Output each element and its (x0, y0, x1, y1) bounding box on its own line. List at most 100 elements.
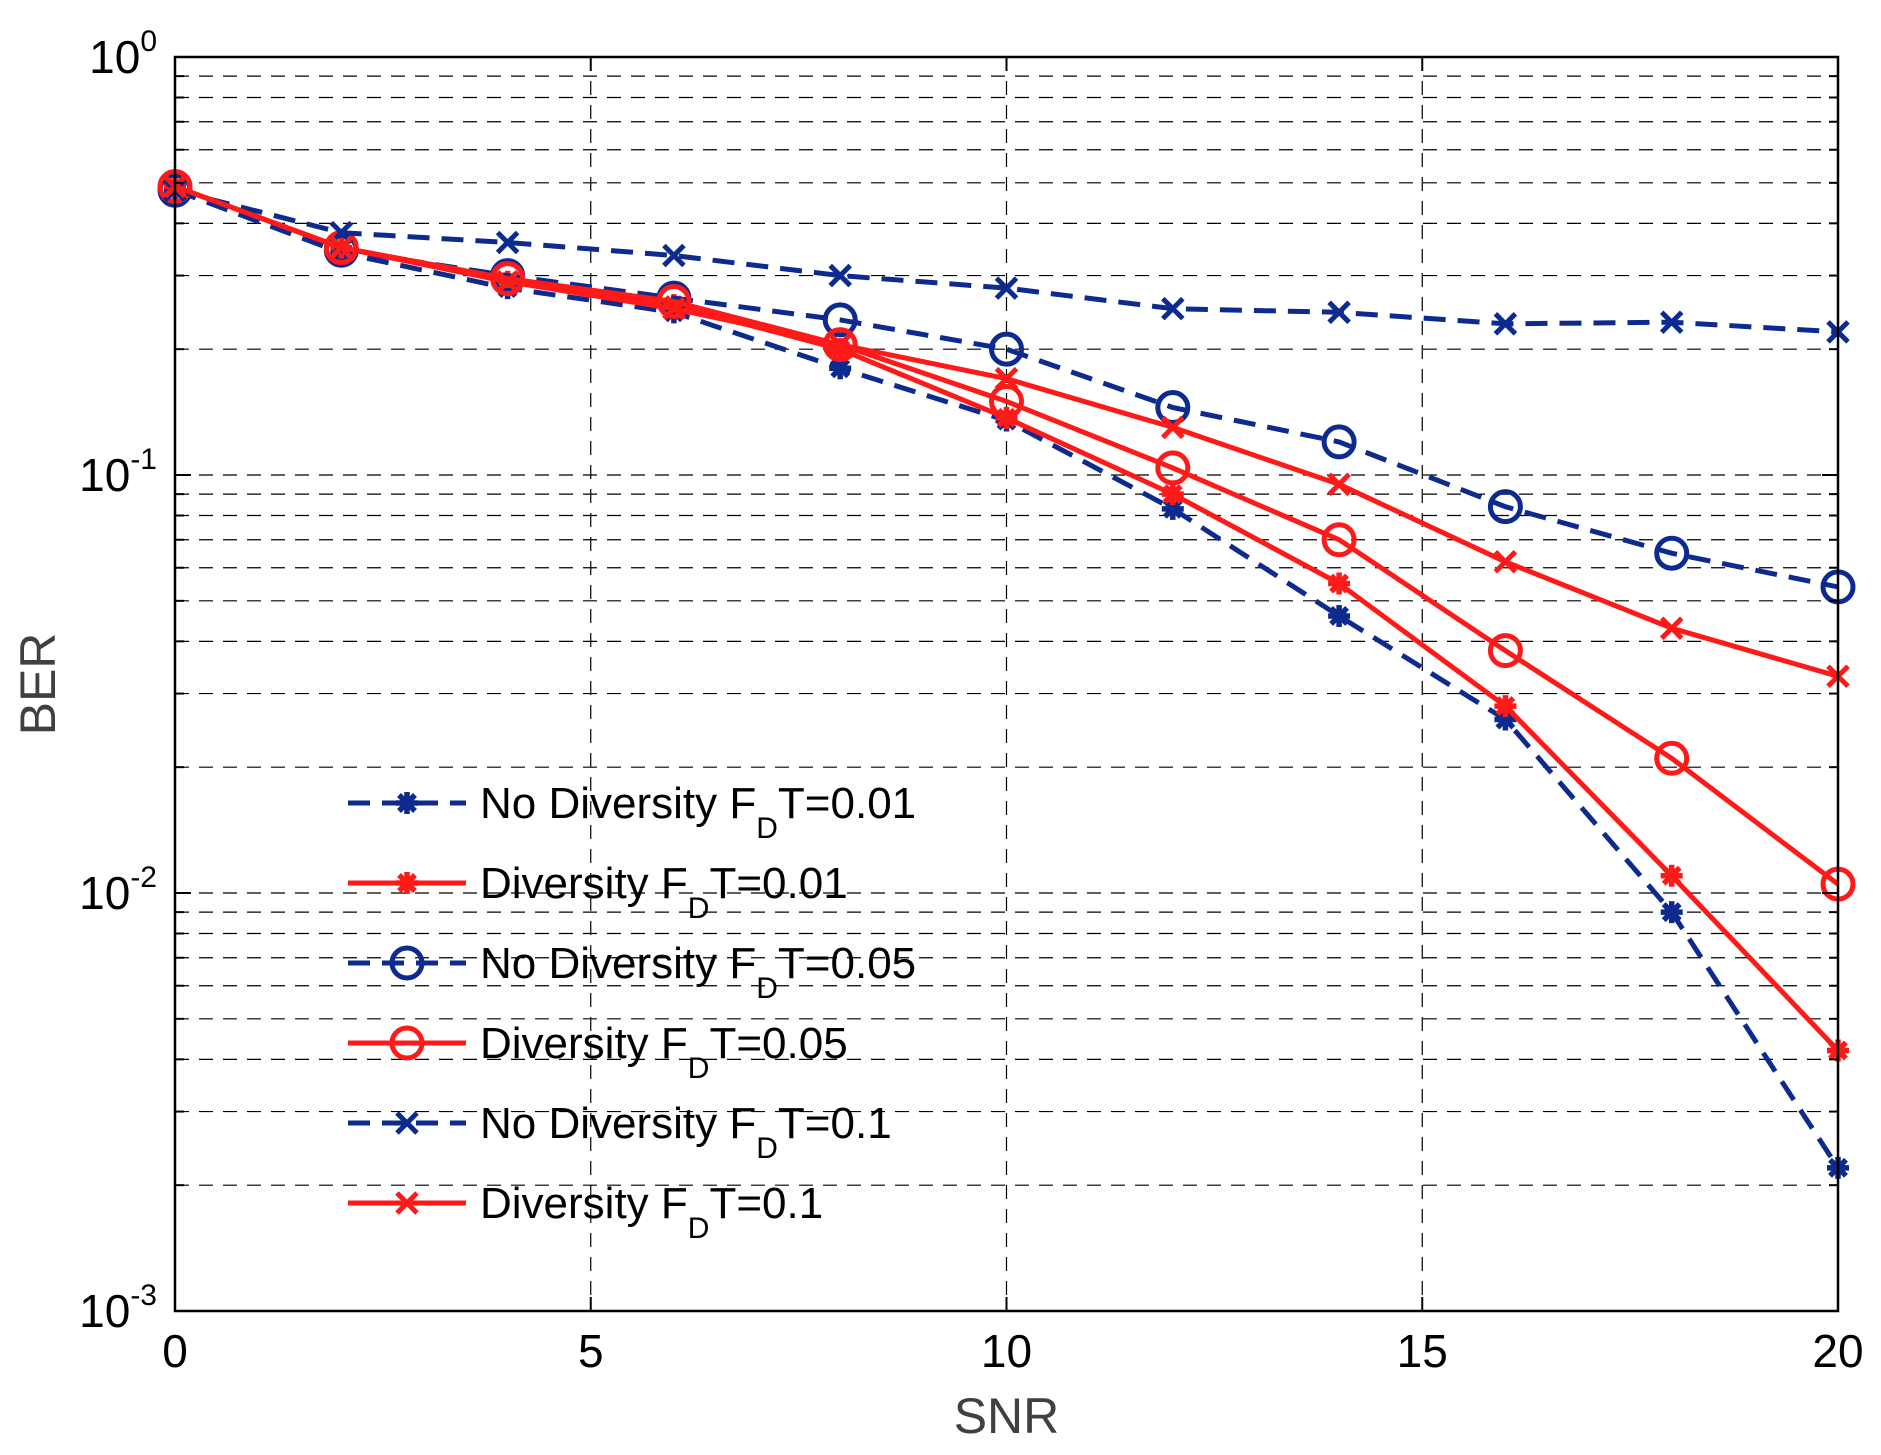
data-point-cross (1161, 415, 1185, 440)
legend-label-main: No Diversity F (480, 779, 756, 828)
data-point-circle (822, 327, 858, 363)
legend-marker-asterisk (396, 792, 418, 814)
data-point-circle (989, 383, 1024, 419)
y-tick-label: 10-2 (79, 861, 157, 919)
legend-label-tail: T=0.05 (778, 939, 916, 988)
data-point-cross (662, 243, 686, 268)
legend-label-subscript: D (756, 1132, 778, 1165)
data-point-cross (1659, 310, 1684, 334)
legend-label-main: No Diversity F (480, 1099, 756, 1148)
legend-label-main: No Diversity F (480, 939, 756, 988)
data-point-circle (1321, 424, 1357, 460)
data-point-cross (495, 230, 520, 255)
legend-label-subscript: D (688, 1212, 710, 1245)
data-point-cross (828, 332, 852, 357)
legend-marker-circle (389, 1025, 425, 1061)
legend-entry: Diversity FDT=0.01 (348, 859, 848, 925)
legend-entry: No Diversity FDT=0.1 (348, 1099, 892, 1165)
data-point-cross (662, 296, 686, 321)
y-tick-exponent: -1 (130, 443, 157, 476)
y-tick-base: 10 (79, 1285, 130, 1337)
legend-label-tail: T=0.05 (709, 1019, 847, 1068)
data-point-asterisk (662, 294, 685, 317)
data-point-asterisk (829, 357, 852, 380)
legend-entry: No Diversity FDT=0.01 (348, 779, 916, 845)
legend-label-main: Diversity F (480, 859, 688, 908)
legend-label-subscript: D (756, 812, 778, 845)
legend-marker-cross (395, 1111, 419, 1135)
x-tick-label: 10 (981, 1325, 1032, 1377)
x-axis-label: SNR (954, 1388, 1060, 1444)
y-tick-base: 10 (79, 449, 130, 501)
data-point-circle (822, 302, 858, 338)
legend-marker-circle (389, 945, 425, 981)
legend-marker-asterisk (396, 872, 418, 894)
data-point-cross (994, 366, 1019, 391)
legend-entry: Diversity FDT=0.05 (348, 1019, 848, 1085)
data-point-cross (1493, 550, 1518, 574)
y-tick-base: 10 (79, 867, 130, 919)
data-point-cross (1327, 300, 1351, 325)
data-point-asterisk (829, 338, 852, 361)
x-tick-label: 5 (578, 1325, 604, 1377)
y-tick-exponent: -3 (130, 1279, 157, 1312)
data-point-circle (1155, 390, 1191, 426)
y-tick-base: 10 (89, 31, 140, 83)
y-axis-label: BER (10, 633, 66, 736)
data-point-cross (1161, 296, 1185, 321)
x-tick-label: 20 (1812, 1325, 1863, 1377)
x-tick-label: 0 (162, 1325, 188, 1377)
data-point-asterisk (1494, 695, 1517, 718)
data-point-circle (1487, 489, 1523, 525)
legend-label-subscript: D (756, 972, 778, 1005)
y-tick-label: 10-3 (79, 1279, 157, 1337)
plot-series (157, 168, 1856, 1179)
data-point-asterisk (1161, 483, 1184, 506)
data-point-circle (1155, 450, 1191, 486)
y-tick-exponent: 0 (140, 25, 157, 58)
legend-label: Diversity FDT=0.05 (480, 1019, 848, 1085)
data-point-circle (656, 284, 692, 320)
data-point-asterisk (1328, 604, 1351, 627)
series-5 (163, 174, 1850, 689)
legend-label-subscript: D (688, 1052, 710, 1085)
data-point-cross (1659, 616, 1684, 640)
legend-label: No Diversity FDT=0.01 (480, 779, 916, 845)
y-tick-exponent: -2 (130, 861, 157, 894)
data-point-cross (994, 276, 1019, 300)
series-line (174, 187, 1839, 335)
x-tick-label: 15 (1397, 1325, 1448, 1377)
grid (175, 57, 1838, 1311)
legend-label: No Diversity FDT=0.1 (480, 1099, 892, 1165)
data-point-cross (828, 263, 852, 288)
data-point-circle (989, 331, 1024, 367)
legend-label-subscript: D (688, 892, 710, 925)
data-point-cross (1493, 312, 1518, 336)
data-point-cross (1327, 472, 1351, 497)
y-tick-label: 100 (89, 25, 157, 83)
data-point-asterisk (1660, 864, 1683, 887)
axis-ticks (174, 56, 1839, 1312)
y-tick-label: 10-1 (79, 443, 157, 501)
data-point-asterisk (1494, 708, 1517, 731)
legend-entry: Diversity FDT=0.1 (348, 1179, 823, 1245)
legend-label-tail: T=0.1 (778, 1099, 892, 1148)
data-point-asterisk (1161, 497, 1184, 520)
legend-label-tail: T=0.1 (709, 1179, 823, 1228)
legend-label: Diversity FDT=0.1 (480, 1179, 823, 1245)
legend-entry: No Diversity FDT=0.05 (348, 939, 916, 1005)
legend-marker-cross (395, 1191, 419, 1215)
data-point-cross (329, 235, 354, 260)
legend-label-main: Diversity F (480, 1019, 688, 1068)
legend-label-main: Diversity F (480, 1179, 688, 1228)
data-point-circle (1487, 633, 1523, 669)
legend-label: Diversity FDT=0.01 (480, 859, 848, 925)
legend-label-tail: T=0.01 (778, 779, 916, 828)
data-point-circle (1654, 740, 1690, 776)
data-point-cross (495, 269, 520, 294)
legend-label-tail: T=0.01 (709, 859, 847, 908)
legend-label: No Diversity FDT=0.05 (480, 939, 916, 1005)
